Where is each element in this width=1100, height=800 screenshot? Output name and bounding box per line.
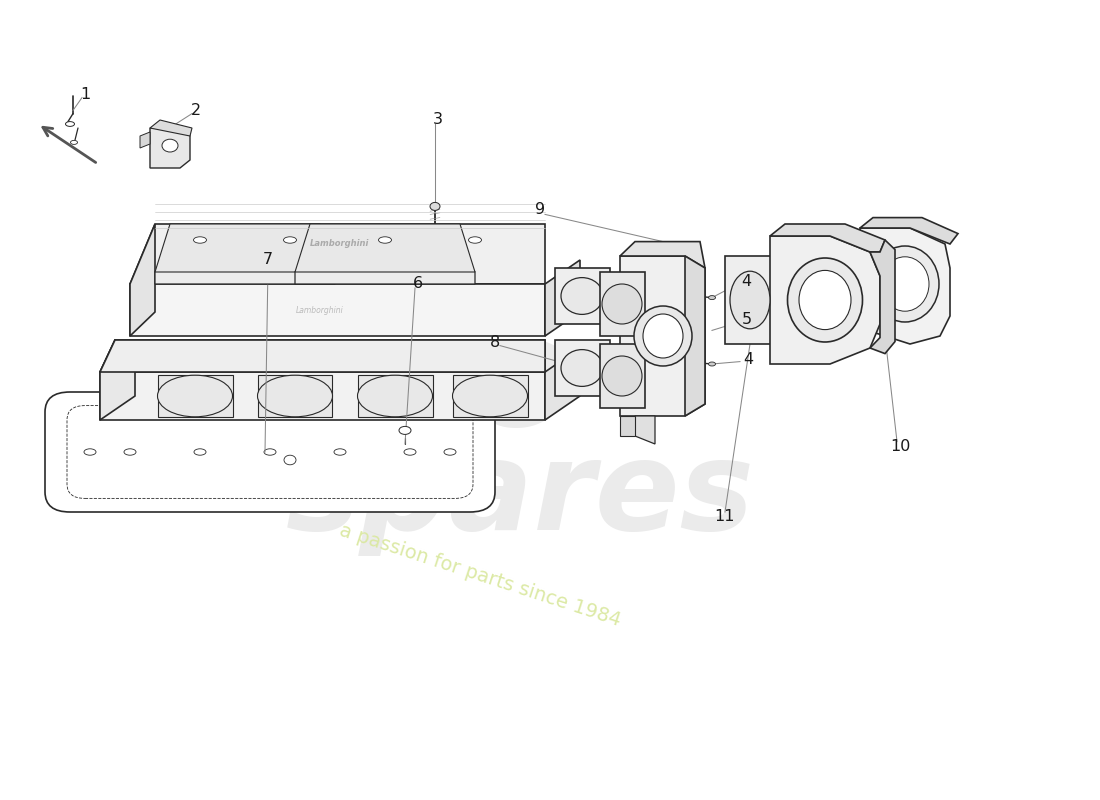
Ellipse shape bbox=[444, 449, 456, 455]
Ellipse shape bbox=[788, 258, 862, 342]
Text: 3: 3 bbox=[433, 113, 443, 127]
Ellipse shape bbox=[257, 375, 332, 417]
Polygon shape bbox=[556, 268, 610, 324]
Ellipse shape bbox=[634, 306, 692, 366]
Polygon shape bbox=[452, 375, 528, 417]
Ellipse shape bbox=[708, 362, 715, 366]
Polygon shape bbox=[600, 344, 645, 408]
Ellipse shape bbox=[881, 257, 930, 311]
Polygon shape bbox=[295, 224, 475, 272]
Polygon shape bbox=[685, 256, 705, 416]
Ellipse shape bbox=[70, 141, 77, 145]
Ellipse shape bbox=[162, 139, 178, 152]
Polygon shape bbox=[155, 228, 336, 284]
Ellipse shape bbox=[602, 284, 642, 324]
Text: 4: 4 bbox=[742, 353, 754, 367]
Ellipse shape bbox=[561, 278, 603, 314]
Polygon shape bbox=[544, 260, 580, 336]
Polygon shape bbox=[130, 224, 155, 336]
Ellipse shape bbox=[404, 449, 416, 455]
Polygon shape bbox=[860, 218, 958, 244]
Polygon shape bbox=[860, 228, 950, 344]
Ellipse shape bbox=[730, 271, 770, 329]
Ellipse shape bbox=[602, 356, 642, 396]
Ellipse shape bbox=[379, 412, 480, 492]
Ellipse shape bbox=[284, 237, 297, 243]
Ellipse shape bbox=[871, 246, 939, 322]
Polygon shape bbox=[556, 340, 610, 396]
Polygon shape bbox=[100, 340, 135, 420]
Text: 6: 6 bbox=[412, 277, 424, 291]
Ellipse shape bbox=[799, 270, 851, 330]
Ellipse shape bbox=[399, 426, 411, 434]
Polygon shape bbox=[130, 284, 544, 336]
Ellipse shape bbox=[264, 449, 276, 455]
Ellipse shape bbox=[452, 375, 528, 417]
Text: euro: euro bbox=[184, 310, 576, 458]
Text: 9: 9 bbox=[535, 202, 546, 217]
Polygon shape bbox=[725, 256, 775, 344]
Ellipse shape bbox=[708, 296, 715, 300]
Ellipse shape bbox=[84, 449, 96, 455]
Polygon shape bbox=[295, 228, 475, 284]
Text: 8: 8 bbox=[490, 335, 500, 350]
Polygon shape bbox=[870, 240, 895, 354]
Polygon shape bbox=[157, 375, 232, 417]
Polygon shape bbox=[130, 224, 544, 284]
Text: 11: 11 bbox=[715, 510, 735, 524]
Text: a passion for parts since 1984: a passion for parts since 1984 bbox=[337, 522, 623, 630]
Polygon shape bbox=[150, 128, 190, 168]
Polygon shape bbox=[770, 236, 880, 364]
Ellipse shape bbox=[358, 375, 432, 417]
Ellipse shape bbox=[469, 237, 482, 243]
Polygon shape bbox=[100, 340, 544, 372]
Polygon shape bbox=[635, 416, 654, 444]
Polygon shape bbox=[140, 132, 150, 148]
Ellipse shape bbox=[284, 455, 296, 465]
Ellipse shape bbox=[334, 449, 346, 455]
Polygon shape bbox=[600, 272, 645, 336]
Text: 4: 4 bbox=[741, 274, 751, 289]
FancyBboxPatch shape bbox=[45, 392, 495, 512]
Ellipse shape bbox=[194, 449, 206, 455]
Ellipse shape bbox=[66, 122, 75, 126]
Polygon shape bbox=[544, 348, 580, 420]
Ellipse shape bbox=[60, 412, 160, 492]
Ellipse shape bbox=[378, 237, 392, 243]
Polygon shape bbox=[110, 412, 430, 492]
Ellipse shape bbox=[124, 449, 136, 455]
Polygon shape bbox=[100, 372, 544, 420]
Polygon shape bbox=[358, 375, 432, 417]
Polygon shape bbox=[100, 340, 544, 372]
Polygon shape bbox=[257, 375, 332, 417]
Polygon shape bbox=[770, 224, 886, 252]
Text: 7: 7 bbox=[263, 253, 273, 267]
Text: Lamborghini: Lamborghini bbox=[310, 239, 370, 249]
Polygon shape bbox=[150, 120, 192, 136]
Text: 10: 10 bbox=[890, 439, 910, 454]
Polygon shape bbox=[620, 242, 705, 268]
Ellipse shape bbox=[157, 375, 232, 417]
Text: Lamborghini: Lamborghini bbox=[296, 306, 344, 315]
Ellipse shape bbox=[194, 237, 207, 243]
Polygon shape bbox=[620, 416, 635, 436]
Text: 2: 2 bbox=[191, 103, 201, 118]
Ellipse shape bbox=[561, 350, 603, 386]
Text: spares: spares bbox=[286, 435, 755, 557]
Ellipse shape bbox=[430, 202, 440, 210]
Ellipse shape bbox=[644, 314, 683, 358]
Polygon shape bbox=[620, 256, 705, 416]
Text: 1: 1 bbox=[80, 87, 90, 102]
Polygon shape bbox=[155, 224, 336, 272]
Text: 5: 5 bbox=[741, 313, 752, 327]
